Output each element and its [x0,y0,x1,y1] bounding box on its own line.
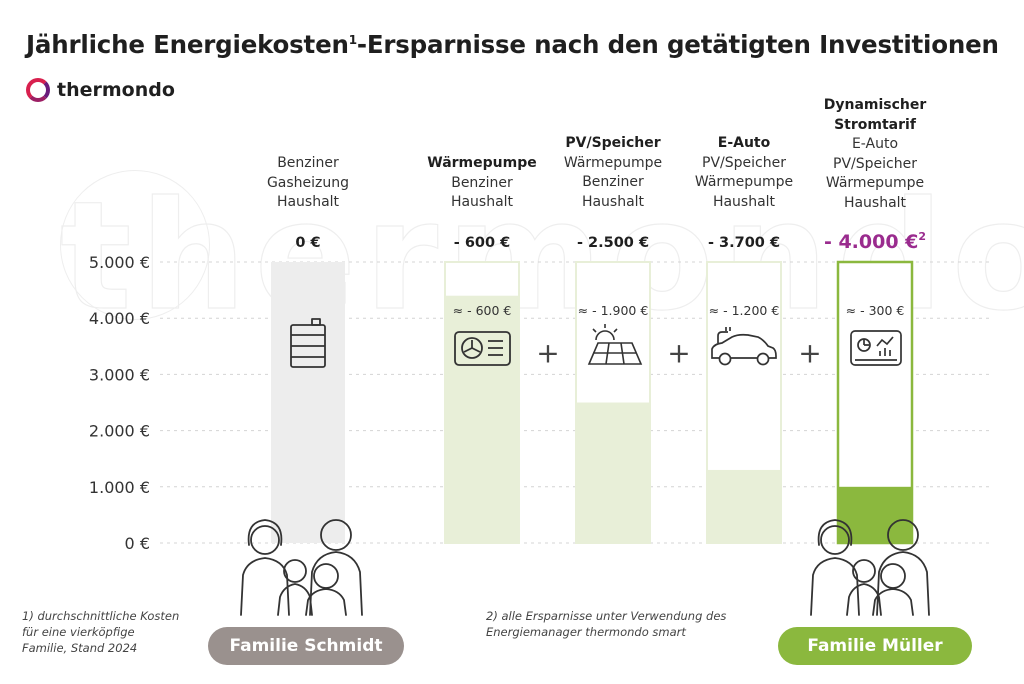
total-5: - 4.000 €2 [823,230,927,253]
column-label-line: Haushalt [581,193,645,210]
footnote-line: 2) alle Ersparnisse unter Verwendung des [486,609,727,623]
column-label-line: Haushalt [450,194,514,210]
footnote-2: 2) alle Ersparnisse unter Verwendung des… [486,608,726,640]
column-heading: Wärmepumpe [427,155,537,171]
saving-label-3: ≈ - 1.900 € [577,303,649,318]
footnote-line: 1) durchschnittliche Kosten [22,609,180,623]
saving-label-4: ≈ - 1.200 € [708,303,780,318]
column-heading-line: Stromtarif [834,116,916,133]
column-heading: E-Auto [717,135,771,151]
column-label-line: Gasheizung [266,174,350,191]
column-label-line: Wärmepumpe [694,174,794,190]
energy-manager-icon [850,330,902,366]
bar-baseline [271,262,345,543]
column-label-line: Wärmepumpe [563,154,663,171]
total-3: - 2.500 € [576,235,650,251]
footnote-line: Familie, Stand 2024 [22,641,138,655]
family-mueller-illustration [810,519,930,616]
family-schmidt-illustration [240,519,363,616]
column-label-line: Haushalt [276,194,340,210]
total-4: - 3.700 € [707,235,781,251]
column-label-3: PV/Speicher Wärmepumpe Benziner Haushalt [564,134,662,212]
column-label-line: Haushalt [843,194,907,211]
column-label-1: Benziner Gasheizung Haushalt [267,154,349,213]
footnote-1: 1) durchschnittliche Kosten für eine vie… [22,608,179,656]
saving-label-2: ≈ - 600 € [452,303,512,318]
y-tick-label: 1.000 € [89,478,150,497]
column-label-line: Wärmepumpe [825,175,925,191]
bar-cost [576,402,650,543]
electric-car-icon [711,327,777,366]
plus-sign: + [798,336,822,370]
column-label-line: Benziner [582,174,644,190]
column-heading-line: Dynamischer [823,97,927,113]
y-tick-label: 2.000 € [89,422,150,441]
column-label-line: Benziner [451,174,513,191]
column-label-5: Dynamischer Stromtarif E-Auto PV/Speiche… [824,96,927,213]
column-label-line: E-Auto [851,136,899,152]
bars [271,260,914,545]
watermark-circle [60,170,210,320]
family-mueller-badge: Familie Müller [778,627,972,665]
total-2: - 600 € [453,235,511,251]
thermondo-ring-logo-icon [26,78,50,102]
column-label-line: Benziner [277,155,339,171]
heat-pump-icon [454,331,511,366]
total-1: 0 € [295,235,321,251]
bar-highlight-outline [836,260,914,545]
plus-sign: + [536,336,560,370]
footnote-line: für eine vierköpfige [22,625,135,639]
footnote-line: Energiemanager thermondo smart [486,625,686,639]
bar-cost [838,486,912,543]
bar-cost [707,469,781,543]
solar-panel-icon [587,324,643,365]
column-label-line: PV/Speicher [702,154,786,171]
saving-label-5: ≈ - 300 € [845,303,905,318]
y-tick-label: 4.000 € [89,309,150,328]
family-schmidt-badge: Familie Schmidt [208,627,404,665]
y-axis-ticks: 0 € 1.000 € 2.000 € 3.000 € 4.000 € 5.000 € [89,253,150,553]
plus-sign: + [667,336,691,370]
column-label-line: Haushalt [712,193,776,210]
column-label-4: E-Auto PV/Speicher Wärmepumpe Haushalt [695,134,793,212]
brand-logo: thermondo [26,77,175,103]
y-tick-label: 0 € [125,534,150,553]
bar-cost [445,295,519,543]
column-label-line: PV/Speicher [833,155,917,172]
y-tick-label: 3.000 € [89,365,150,384]
fuel-barrel-icon [290,318,326,368]
column-heading: PV/Speicher [565,135,661,151]
y-tick-label: 5.000 € [89,253,150,272]
page-title: Jährliche Energiekosten1-Ersparnisse nac… [26,30,999,59]
column-label-2: Wärmepumpe Benziner Haushalt [427,154,536,213]
brand-name: thermondo [57,79,175,101]
